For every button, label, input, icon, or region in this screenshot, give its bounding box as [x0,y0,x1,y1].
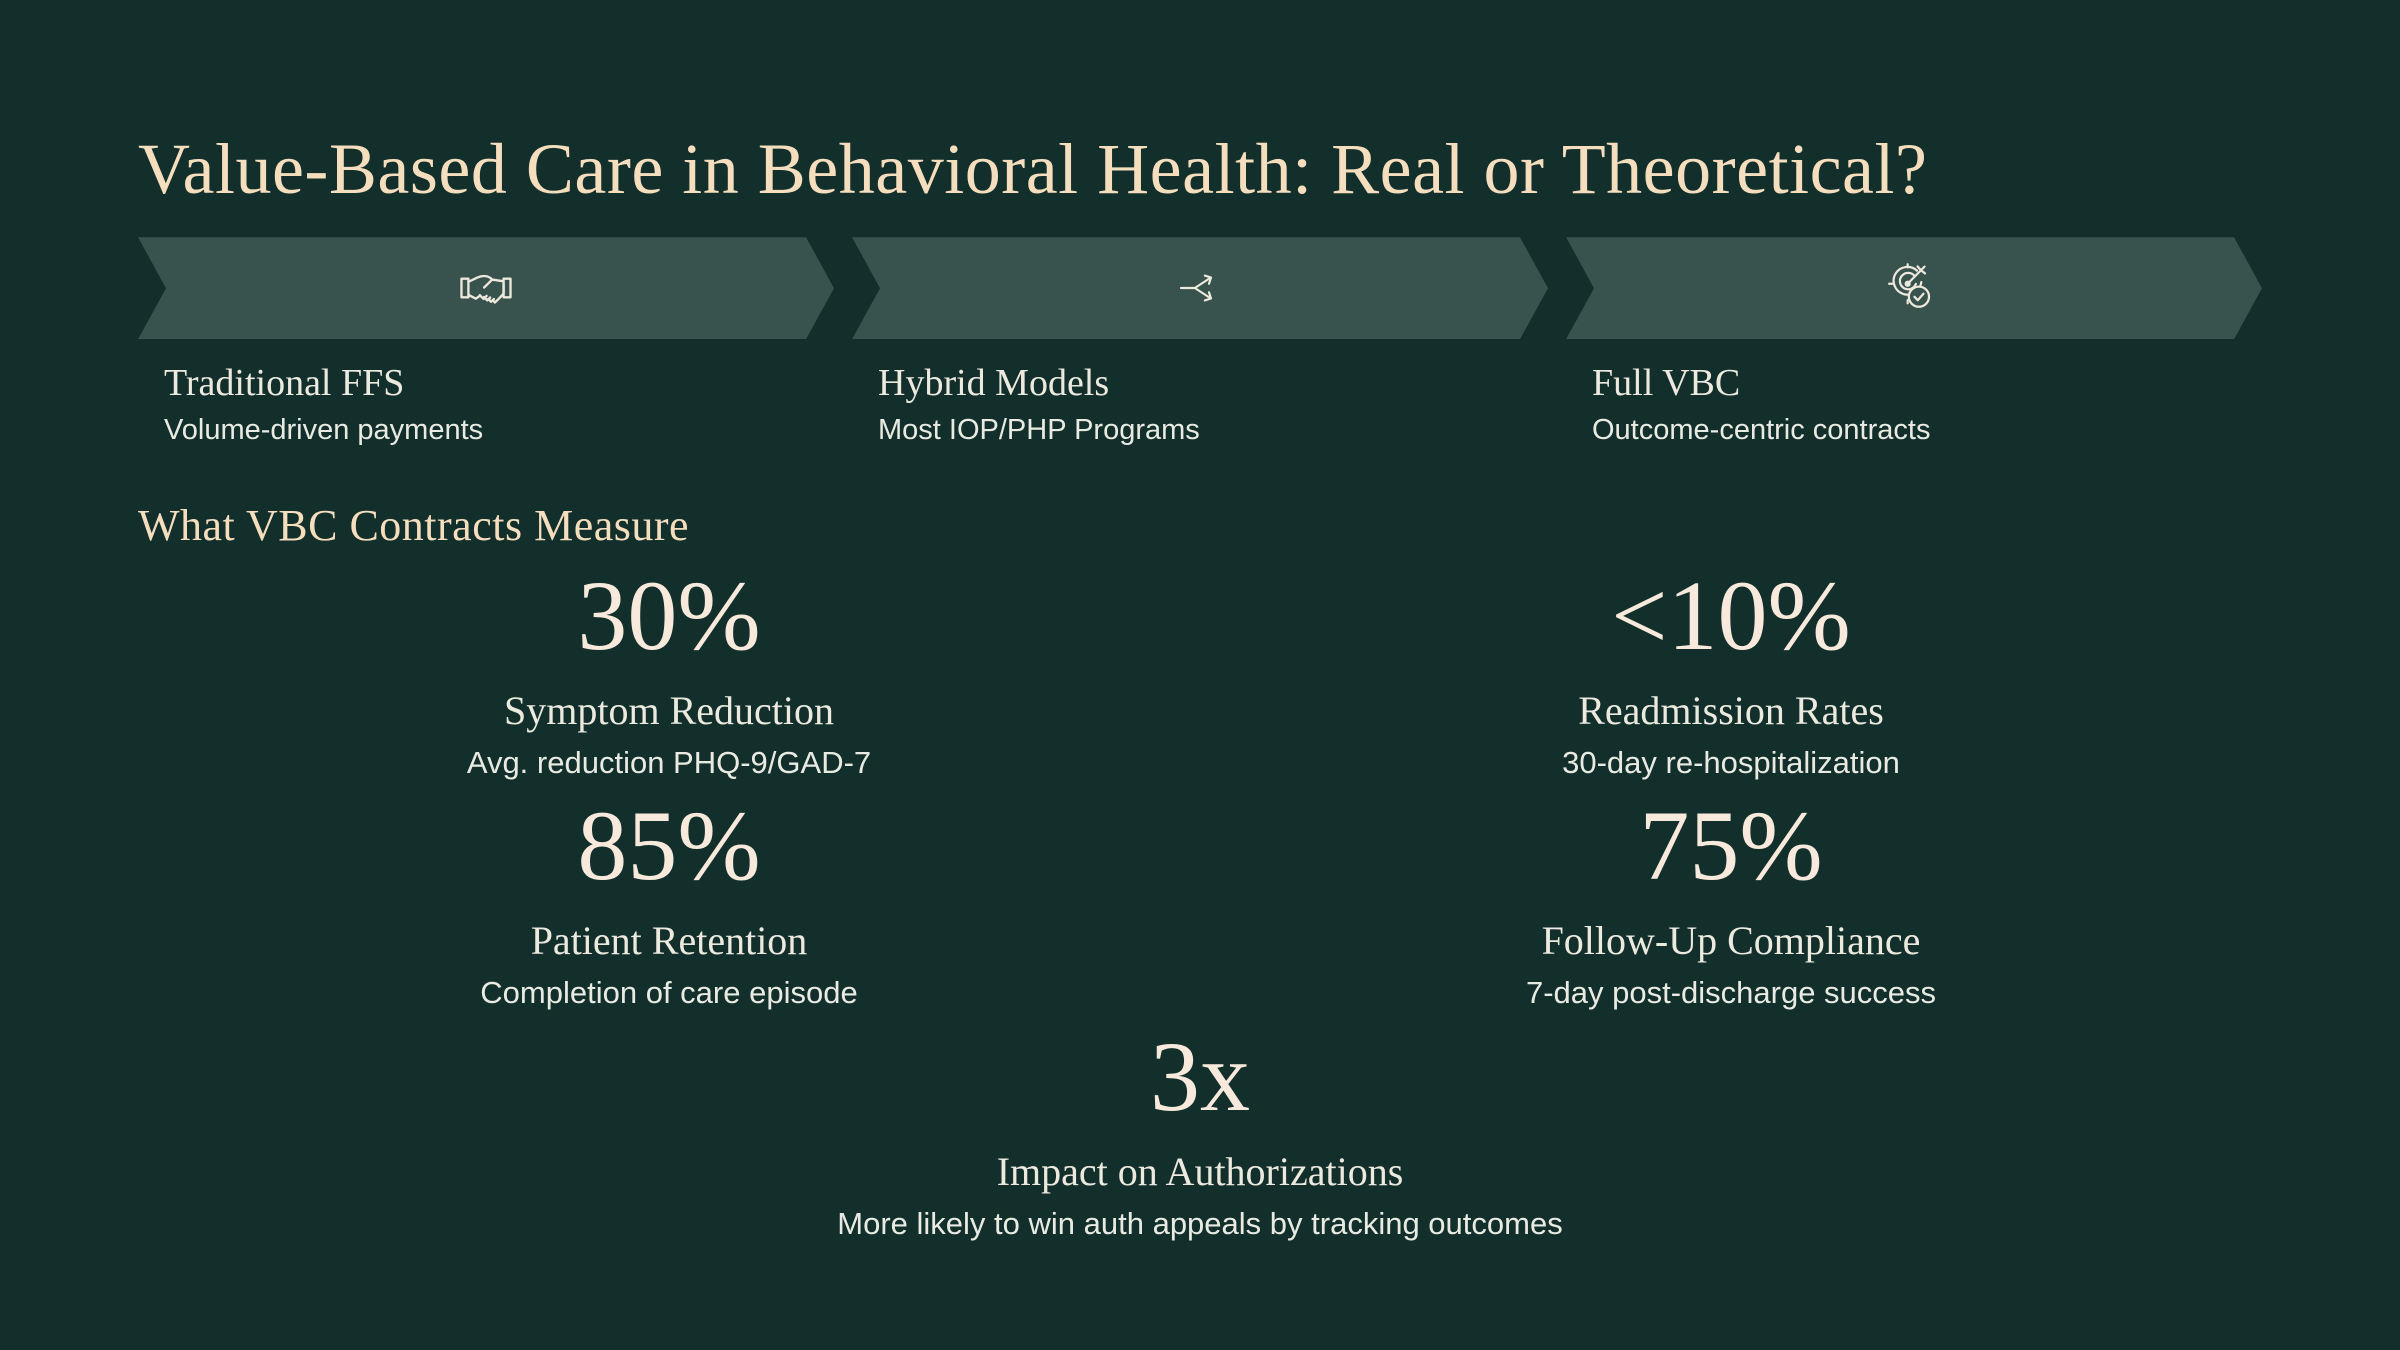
split-arrows-icon [1177,266,1223,310]
stage-title: Hybrid Models [878,362,1110,405]
stage-subtitle: Volume-driven payments [164,413,484,446]
metric-value: 30% [577,559,761,671]
stage-hybrid-models: Hybrid Models Most IOP/PHP Programs [852,237,1548,450]
metric-follow-up-compliance: 75% Follow-Up Compliance 7-day post-disc… [1200,793,2262,1013]
stage-subtitle: Outcome-centric contracts [1592,413,1931,446]
metric-detail: 30-day re-hospitalization [1562,744,1900,780]
metric-readmission-rates: <10% Readmission Rates 30-day re-hospita… [1200,563,2262,783]
chevron-banner [1566,237,2262,339]
chevron-banner [852,237,1548,339]
stage-title: Full VBC [1592,362,1741,405]
metric-value: 85% [577,790,761,902]
section-heading: What VBC Contracts Measure [138,500,690,550]
metric-label: Patient Retention [530,918,808,964]
metric-label: Readmission Rates [1578,687,1884,733]
metric-detail: Completion of care episode [480,975,858,1011]
metric-detail: Avg. reduction PHQ-9/GAD-7 [466,744,872,780]
chevron-banner [138,237,834,339]
handshake-icon [460,268,512,308]
metric-value: <10% [1611,559,1851,671]
metric-impact-on-authorizations: 3x Impact on Authorizations More likely … [138,1024,2262,1244]
metric-value: 75% [1639,790,1823,902]
metric-patient-retention: 85% Patient Retention Completion of care… [138,793,1200,1013]
stage-full-vbc: Full VBC Outcome-centric contracts [1566,237,2262,450]
metric-label: Symptom Reduction [504,687,834,733]
metric-symptom-reduction: 30% Symptom Reduction Avg. reduction PHQ… [138,563,1200,783]
metric-label: Impact on Authorizations [996,1148,1404,1194]
metric-label: Follow-Up Compliance [1541,918,1921,964]
stage-traditional-ffs: Traditional FFS Volume-driven payments [138,237,834,450]
stage-title: Traditional FFS [164,362,405,405]
metric-detail: More likely to win auth appeals by track… [837,1205,1563,1241]
metric-value: 3x [1150,1020,1250,1132]
metric-detail: 7-day post-discharge success [1525,975,1937,1011]
stage-subtitle: Most IOP/PHP Programs [878,413,1200,446]
metrics-grid: 30% Symptom Reduction Avg. reduction PHQ… [138,563,2262,1244]
target-check-icon [1887,262,1941,314]
page-title: Value-Based Care in Behavioral Health: R… [138,129,1928,209]
care-model-progression: Traditional FFS Volume-driven payments H… [138,237,2262,450]
